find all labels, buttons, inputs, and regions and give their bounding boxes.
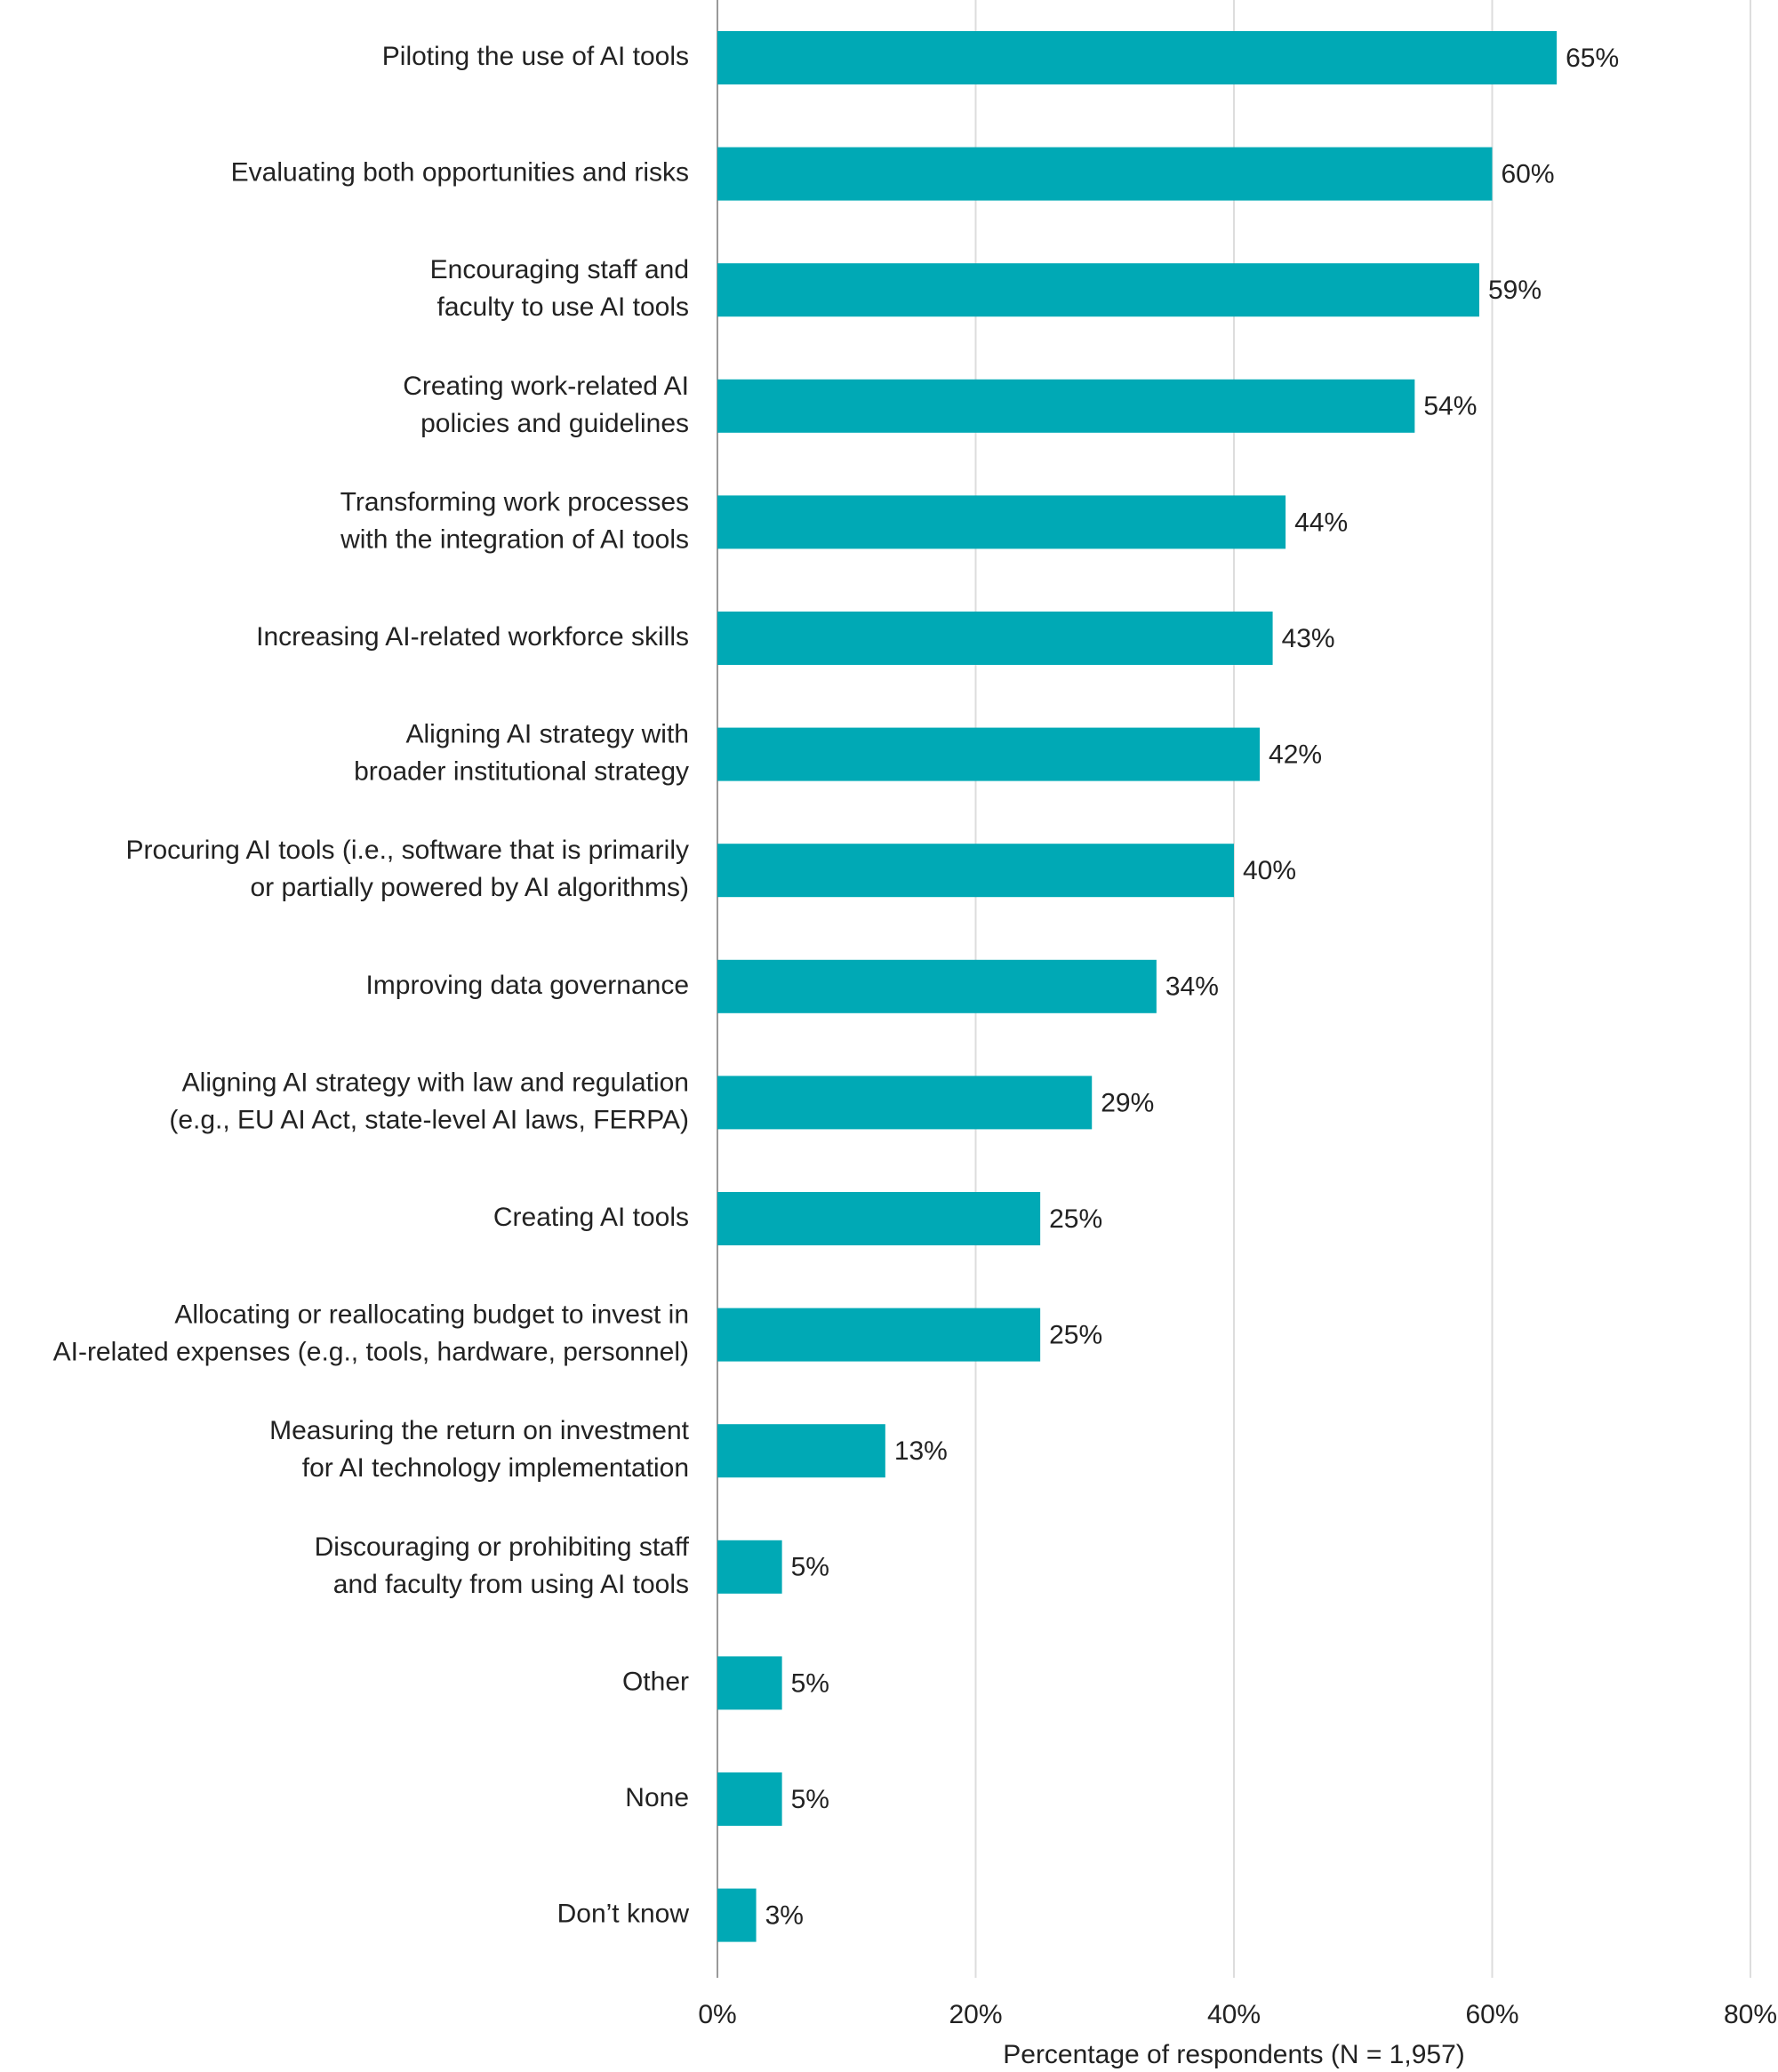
bar	[717, 379, 1415, 433]
y-tick-label: Transforming work processes with the inte…	[340, 487, 689, 554]
y-tick-label: Evaluating both opportunities and risks	[231, 158, 689, 188]
value-label: 65%	[1566, 44, 1619, 73]
bar	[717, 1424, 885, 1478]
y-tick-label: Aligning AI strategy with law and regula…	[169, 1068, 689, 1134]
value-label: 59%	[1488, 276, 1542, 305]
y-tick-label: Procuring AI tools (i.e., software that …	[125, 836, 689, 902]
y-tick-label: Increasing AI-related workforce skills	[256, 622, 689, 652]
value-label: 3%	[765, 1901, 804, 1931]
value-label: 54%	[1423, 392, 1477, 421]
y-tick-label: Allocating or reallocating budget to inv…	[53, 1300, 689, 1367]
y-tick-label: Discouraging or prohibiting staff and fac…	[315, 1532, 690, 1599]
value-label: 25%	[1049, 1321, 1102, 1350]
x-tick-label: 20%	[949, 2000, 1002, 2029]
bar	[717, 844, 1234, 898]
value-label: 34%	[1165, 972, 1219, 1002]
bar	[717, 727, 1261, 781]
bar	[717, 263, 1479, 317]
bar	[717, 1308, 1041, 1362]
bar	[717, 1888, 757, 1942]
x-tick-label: 0%	[698, 2000, 736, 2029]
bar	[717, 495, 1286, 549]
y-tick-label: Aligning AI strategy with broader institu…	[354, 720, 689, 787]
bar	[717, 1192, 1041, 1245]
y-tick-label: Creating work-related AI policies and gui…	[403, 372, 689, 438]
value-label: 42%	[1269, 740, 1322, 770]
y-tick-label: Improving data governance	[365, 971, 689, 1000]
value-label: 44%	[1294, 508, 1348, 537]
value-label: 25%	[1049, 1204, 1102, 1234]
x-tick-label: 40%	[1207, 2000, 1261, 2029]
bar	[717, 1076, 1093, 1130]
bar	[717, 1772, 782, 1826]
y-tick-label: Encouraging staff and faculty to use AI t…	[430, 255, 689, 322]
value-label: 5%	[791, 1553, 829, 1582]
y-tick-label: Don’t know	[557, 1900, 690, 1929]
bar	[717, 959, 1157, 1013]
value-label: 60%	[1502, 160, 1555, 189]
x-tick-label: 80%	[1724, 2000, 1777, 2029]
y-tick-label: None	[625, 1783, 689, 1812]
value-label: 13%	[894, 1436, 948, 1466]
x-tick-label: 60%	[1465, 2000, 1518, 2029]
value-label: 5%	[791, 1785, 829, 1814]
value-label: 40%	[1243, 856, 1296, 885]
value-label: 43%	[1282, 624, 1335, 653]
value-label: 29%	[1101, 1088, 1154, 1117]
y-tick-label: Other	[622, 1667, 689, 1696]
bar	[717, 1540, 782, 1594]
y-tick-label: Piloting the use of AI tools	[382, 42, 689, 71]
bar	[717, 31, 1558, 84]
value-label: 5%	[791, 1668, 829, 1698]
bar	[717, 1656, 782, 1710]
bar	[717, 147, 1493, 201]
x-axis-title: Percentage of respondents (N = 1,957)	[1003, 2040, 1465, 2069]
y-tick-label: Creating AI tools	[493, 1203, 689, 1232]
bar	[717, 612, 1273, 665]
y-tick-label: Measuring the return on investment for AI…	[269, 1416, 690, 1483]
